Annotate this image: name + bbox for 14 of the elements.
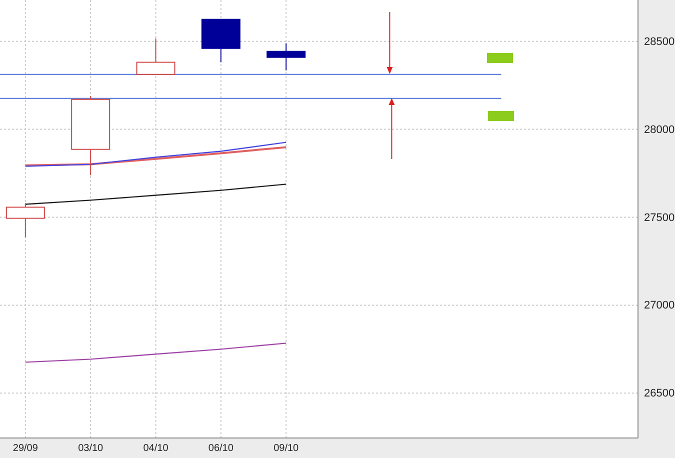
line-series: [24, 184, 287, 205]
y-tick-label: 28000: [644, 124, 675, 136]
y-tick-label: 28500: [644, 36, 675, 48]
y-tick-label: 27000: [644, 300, 675, 312]
x-tick-label: 03/10: [78, 443, 104, 454]
line-series: [24, 342, 287, 363]
x-tick-label: 06/10: [208, 443, 234, 454]
y-tick-label: 27500: [644, 212, 675, 224]
x-tick-label: 04/10: [143, 443, 169, 454]
x-tick-label: 09/10: [274, 443, 300, 454]
y-tick-label: 26500: [644, 388, 675, 400]
line-series: [24, 142, 287, 167]
line-series: [24, 146, 288, 166]
x-tick-label: 29/09: [12, 443, 38, 454]
